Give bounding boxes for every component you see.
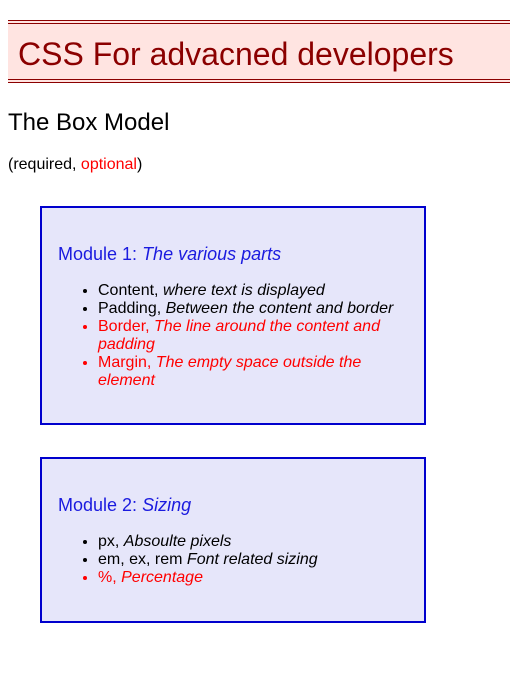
module-2-list: px, Absoulte pixels em, ex, rem Font rel…: [58, 533, 398, 587]
item-description: The line around the content and padding: [98, 318, 380, 353]
list-item: Content, where text is displayed: [98, 282, 398, 300]
list-item-optional: Border, The line around the content and …: [98, 318, 398, 354]
module-2-label: Module 2:: [58, 495, 143, 515]
legend-optional: optional: [80, 156, 137, 173]
section-title: The Box Model: [8, 109, 170, 136]
item-term: em, ex, rem: [98, 551, 183, 568]
module-1-list: Content, where text is displayed Padding…: [58, 282, 398, 390]
item-description: where text is displayed: [162, 282, 325, 299]
list-item-optional: %, Percentage: [98, 569, 398, 587]
item-separator: ,: [112, 569, 122, 586]
item-term: Border: [98, 318, 146, 335]
module-1-subtitle: The various parts: [142, 244, 282, 264]
module-1-label: Module 1:: [58, 244, 143, 264]
item-description: Percentage: [121, 569, 203, 586]
module-1-heading: Module 1: The various parts: [58, 243, 281, 265]
list-item: Padding, Between the content and border: [98, 300, 398, 318]
item-description: Absoulte pixels: [123, 533, 232, 550]
list-item-optional: Margin, The empty space outside the elem…: [98, 354, 398, 390]
item-description: The empty space outside the element: [98, 354, 362, 389]
item-description: Font related sizing: [186, 551, 318, 568]
item-separator: ,: [154, 282, 163, 299]
item-term: Margin: [98, 354, 147, 371]
legend-open: (: [8, 156, 14, 173]
legend-required: required: [13, 156, 73, 173]
module-1-card: Module 1: The various parts Content, whe…: [40, 206, 426, 425]
page-title: CSS For advacned developers: [18, 36, 454, 72]
item-term: Content: [98, 282, 155, 299]
list-item: em, ex, rem Font related sizing: [98, 551, 398, 569]
item-description: Between the content and border: [165, 300, 394, 317]
item-separator: ,: [145, 318, 155, 335]
item-separator: ,: [156, 300, 166, 317]
module-2-heading: Module 2: Sizing: [58, 494, 191, 516]
legend-close: ): [136, 156, 143, 173]
legend-separator: ,: [72, 156, 81, 173]
item-separator: ,: [114, 533, 124, 550]
item-term: px: [98, 533, 115, 550]
list-item: px, Absoulte pixels: [98, 533, 398, 551]
item-term: %: [98, 569, 113, 586]
legend: (required, optional): [8, 155, 142, 175]
item-term: Padding: [98, 300, 157, 317]
item-separator: ,: [146, 354, 156, 371]
module-2-card: Module 2: Sizing px, Absoulte pixels em,…: [40, 457, 426, 623]
module-2-subtitle: Sizing: [142, 495, 192, 515]
page-header: CSS For advacned developers: [8, 20, 510, 83]
